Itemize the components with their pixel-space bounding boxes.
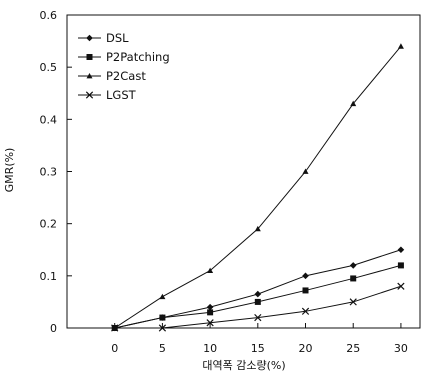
data-point-lgst xyxy=(301,307,310,315)
legend-label-lgst: LGST xyxy=(106,88,137,102)
legend-marker-lgst xyxy=(85,91,94,99)
data-point-lgst-stroke xyxy=(397,282,405,290)
data-point-p2patching xyxy=(350,275,357,282)
data-point-lgst-stroke xyxy=(111,324,119,332)
legend-label-dsl: DSL xyxy=(106,31,129,45)
legend-marker-dsl xyxy=(86,34,93,42)
data-point-lgst-stroke xyxy=(301,307,310,315)
x-tick-label: 25 xyxy=(346,342,360,355)
legend-label-p2patching: P2Patching xyxy=(106,50,170,64)
x-tick-label: 5 xyxy=(159,342,166,355)
data-point-p2cast xyxy=(207,267,214,274)
y-tick-label: 0 xyxy=(50,322,57,335)
data-point-lgst-stroke xyxy=(349,298,357,306)
data-point-p2patching xyxy=(159,314,166,321)
data-point-p2cast xyxy=(159,293,166,300)
data-point-p2patching xyxy=(302,287,309,294)
x-tick-label: 0 xyxy=(111,342,118,355)
data-point-lgst xyxy=(158,324,167,332)
y-axis: 0 0.1 0.2 0.3 0.4 0.5 0.6 xyxy=(40,9,72,335)
y-axis-title: GMR(%) xyxy=(3,148,16,193)
data-point-lgst xyxy=(349,298,357,306)
data-point-lgst-stroke xyxy=(206,319,214,327)
data-point-dsl xyxy=(254,290,262,298)
data-point-p2patching xyxy=(254,298,261,305)
data-point-lgst xyxy=(111,324,119,332)
y-tick-label: 0.5 xyxy=(40,61,58,74)
data-point-lgst xyxy=(206,319,214,327)
data-point-lgst xyxy=(397,282,405,290)
data-point-p2patching xyxy=(207,309,214,316)
legend-marker-lgst-stroke xyxy=(85,91,94,99)
series-layer xyxy=(111,43,405,332)
data-point-lgst-stroke xyxy=(158,324,167,332)
x-axis-title: 대역폭 감소량(%) xyxy=(202,359,285,372)
data-point-p2cast xyxy=(302,168,309,174)
data-point-dsl xyxy=(206,303,214,311)
y-tick-label: 0.4 xyxy=(40,113,58,126)
data-point-dsl xyxy=(397,246,405,254)
data-point-p2patching xyxy=(397,262,404,269)
data-point-lgst-stroke xyxy=(254,313,262,322)
legend-marker-p2cast xyxy=(86,73,93,79)
legend-label-p2cast: P2Cast xyxy=(106,69,146,83)
data-point-dsl xyxy=(349,262,357,269)
y-tick-label: 0.6 xyxy=(40,9,58,22)
x-tick-label: 10 xyxy=(203,342,217,355)
x-axis: 0 5 10 15 20 25 30 xyxy=(111,323,408,355)
x-tick-label: 15 xyxy=(251,342,265,355)
data-point-p2cast xyxy=(254,225,261,232)
data-point-dsl xyxy=(302,272,309,280)
y-tick-label: 0.1 xyxy=(40,270,58,283)
data-point-p2cast xyxy=(397,43,404,49)
x-tick-label: 30 xyxy=(394,342,408,355)
x-tick-label: 20 xyxy=(299,342,313,355)
y-tick-label: 0.3 xyxy=(40,166,58,179)
series-line-dsl xyxy=(114,249,402,329)
series-line-p2cast xyxy=(114,45,402,329)
legend: DSL P2Patching P2Cast LGST xyxy=(78,31,170,102)
data-point-lgst xyxy=(254,313,262,322)
legend-marker-p2patching xyxy=(86,54,93,60)
data-point-p2cast xyxy=(350,100,357,107)
y-tick-label: 0.2 xyxy=(40,218,58,231)
